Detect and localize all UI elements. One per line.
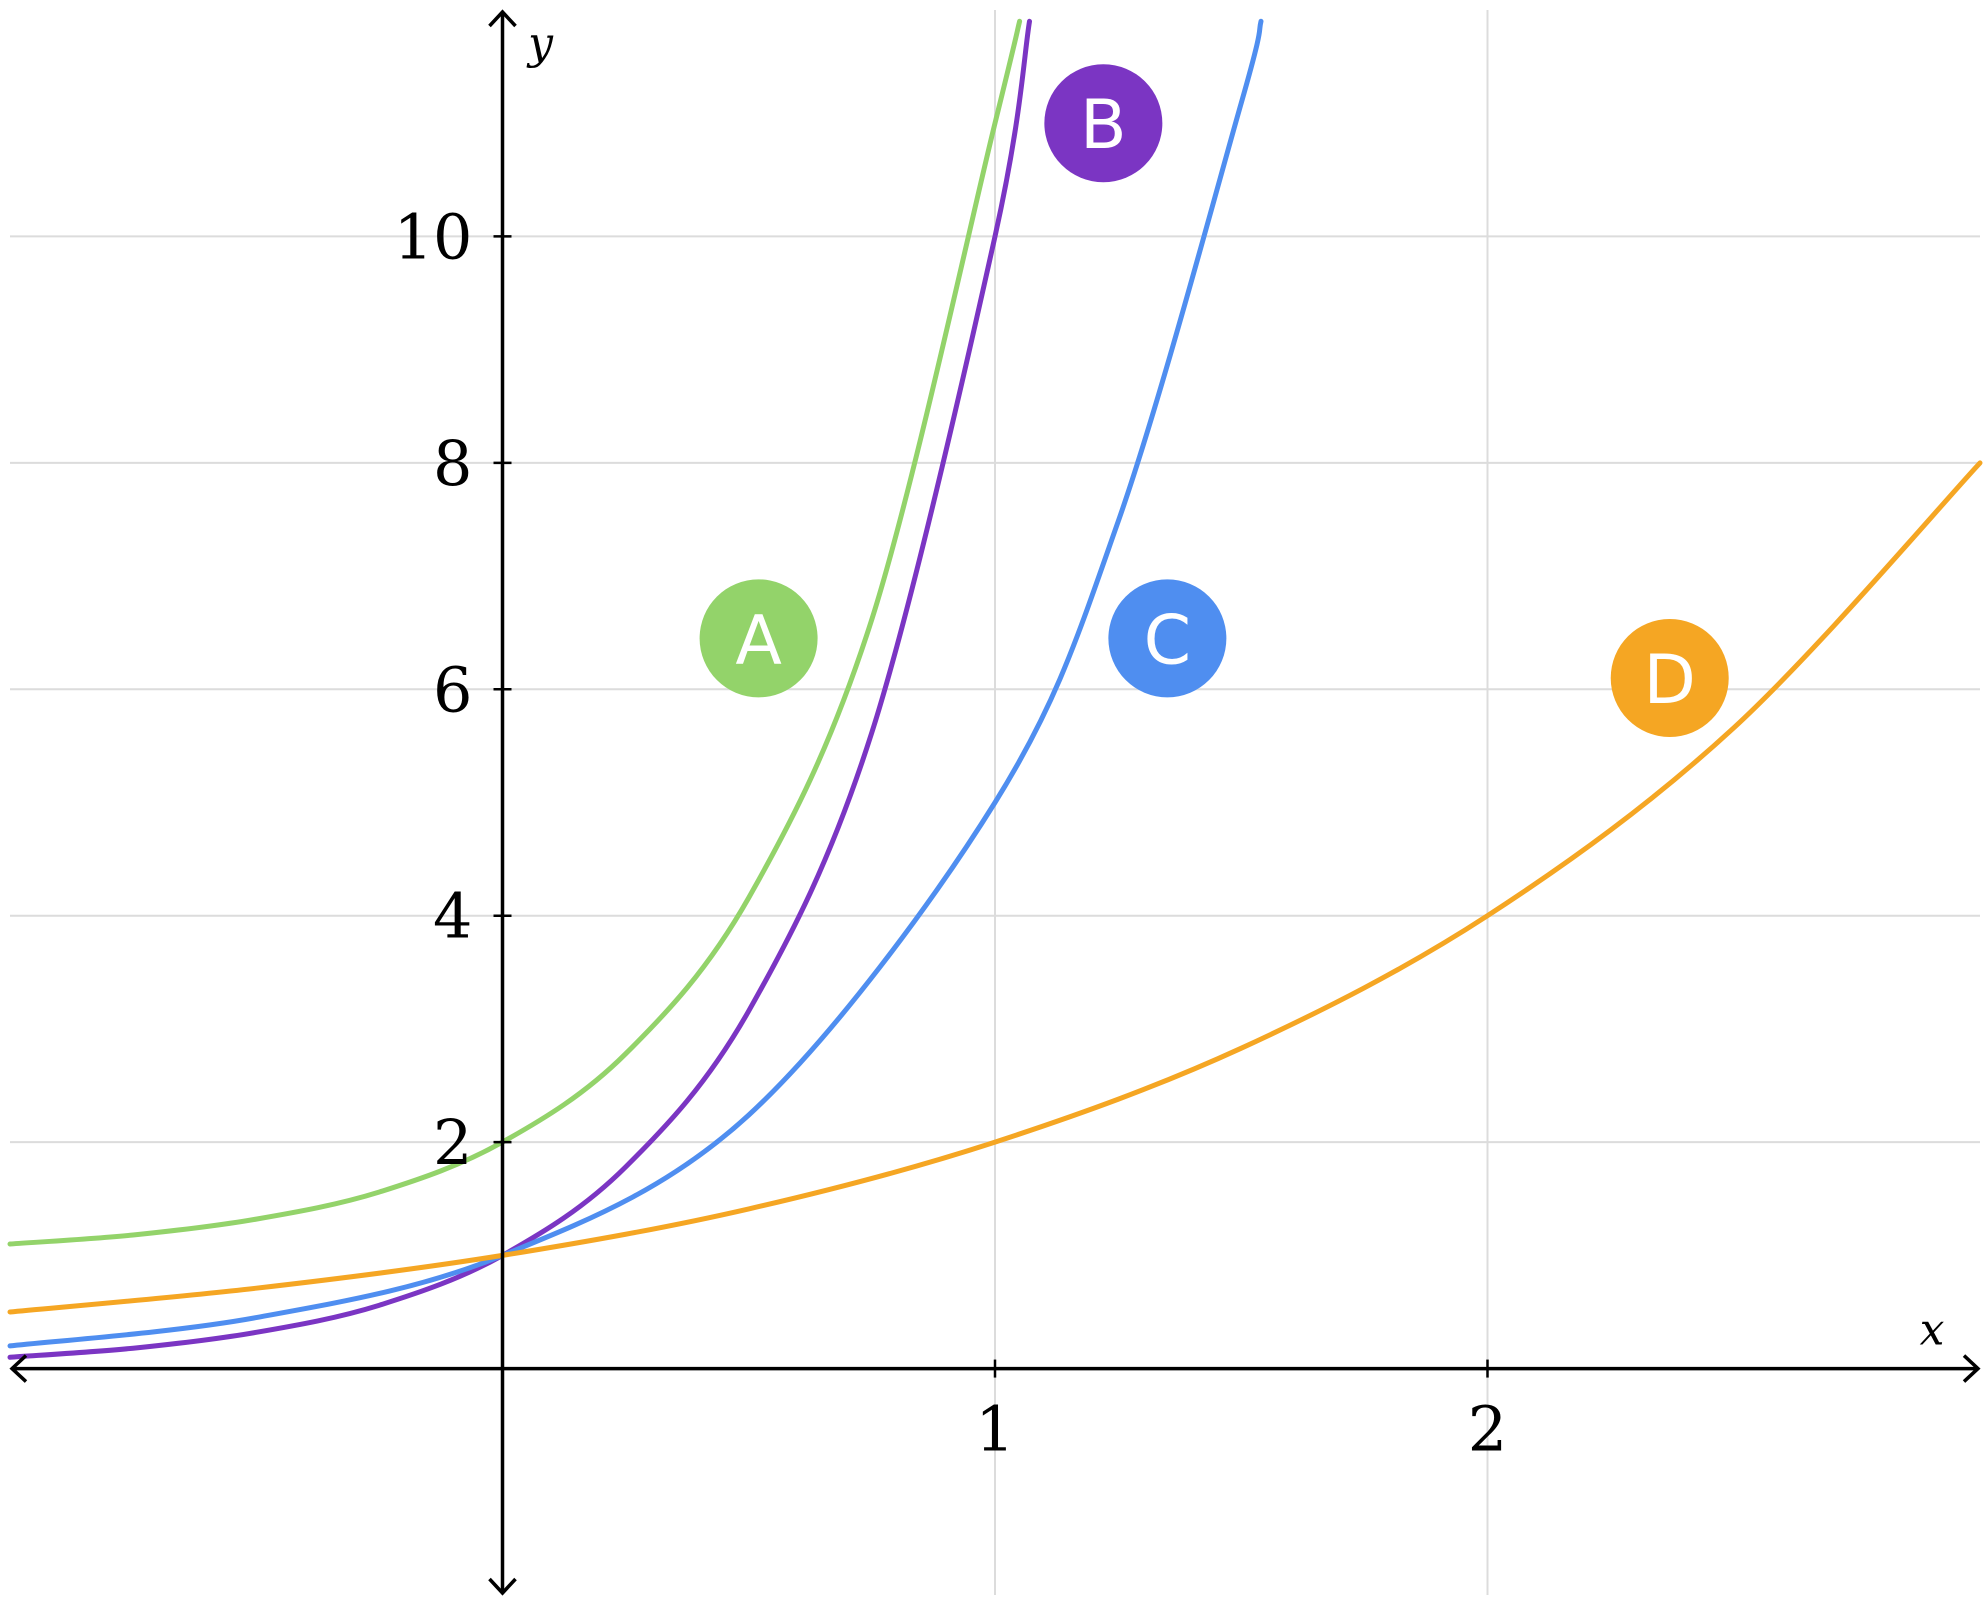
y-tick-label: 8 (433, 427, 472, 500)
x-axis-label: x (1920, 1305, 1945, 1356)
series-badge-label: C (1144, 601, 1191, 680)
series-badges: A B C D (699, 64, 1729, 737)
series-badge-circle (1044, 64, 1163, 183)
series-line-d (7, 460, 1983, 1315)
series-badge-circle (699, 579, 818, 698)
series-line-a (7, 18, 1023, 1247)
series-lines (7, 18, 1983, 1360)
series-line-c (7, 18, 1264, 1349)
series-badge-d: D (1610, 618, 1729, 737)
series-badge-c: C (1108, 579, 1227, 698)
y-tick-label: 6 (433, 653, 472, 726)
y-tick-label: 10 (394, 200, 473, 273)
y-tick-label: 2 (433, 1106, 472, 1179)
x-axis-arrow-right (1962, 1354, 1981, 1383)
series-badge-label: A (735, 601, 782, 680)
series-badge-label: B (1080, 86, 1127, 165)
series-badge-b: B (1044, 64, 1163, 183)
y-axis-arrow-top (488, 9, 517, 28)
series-badge-circle (1108, 579, 1227, 698)
x-tick-label: 2 (1468, 1393, 1507, 1466)
series-line-b (7, 18, 1032, 1360)
y-axis-arrow-bottom (488, 1577, 517, 1596)
y-tick-label: 4 (433, 880, 472, 953)
series-badge-circle (1610, 618, 1729, 737)
y-axis-label: y (526, 18, 554, 69)
tick-labels: 1 2 2 4 6 8 10 x y (394, 18, 1945, 1466)
x-axis-arrow-left (9, 1354, 28, 1383)
series-badge-a: A (699, 579, 818, 698)
series-badge-label: D (1644, 641, 1696, 720)
axes (9, 9, 1981, 1596)
x-tick-label: 1 (975, 1393, 1014, 1466)
